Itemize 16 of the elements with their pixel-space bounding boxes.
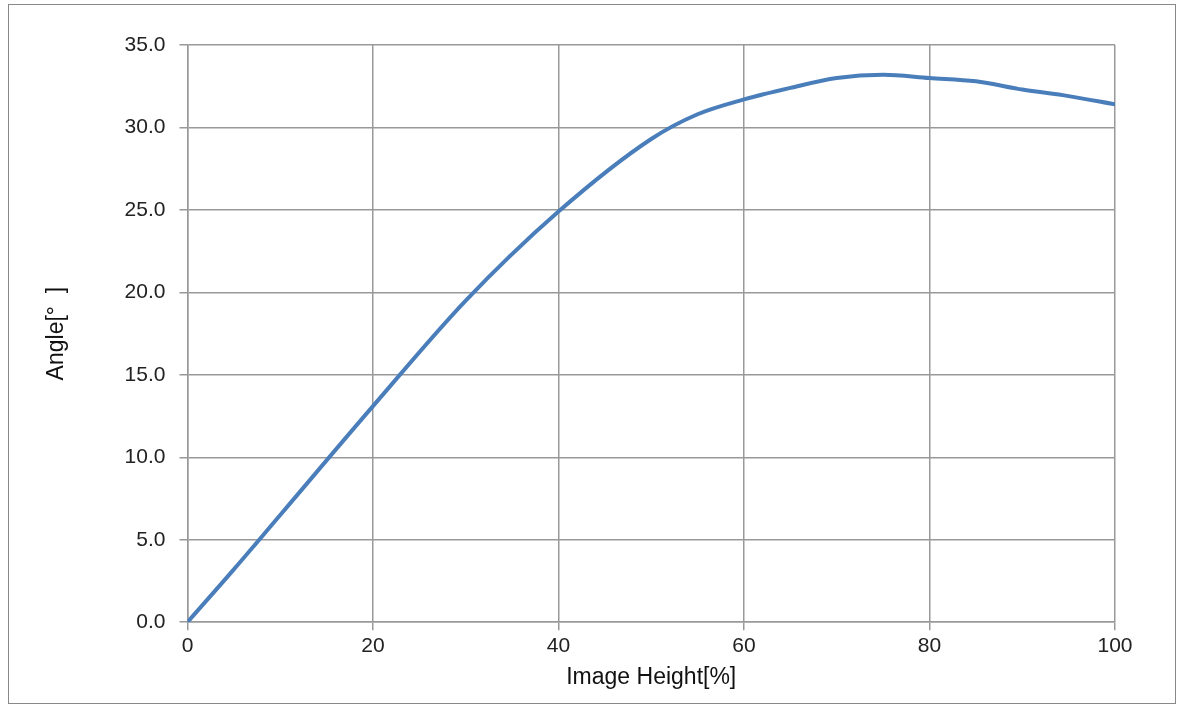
y-tick-label: 35.0 xyxy=(124,31,166,55)
y-axis-title: Angle[° ] xyxy=(42,286,69,381)
x-tick-label: 100 xyxy=(1097,632,1133,656)
x-tick-label: 20 xyxy=(361,632,385,656)
y-tick-label: 20.0 xyxy=(124,279,166,303)
y-tick-label: 0.0 xyxy=(136,609,166,632)
x-axis-title: Image Height[%] xyxy=(566,662,737,689)
y-tick-label: 15.0 xyxy=(124,361,166,385)
x-tick-label: 60 xyxy=(732,632,756,656)
x-tick-label: 80 xyxy=(917,632,942,656)
y-tick-label: 30.0 xyxy=(124,114,166,138)
x-tick-label: 40 xyxy=(546,632,571,656)
y-tick-label: 10.0 xyxy=(124,444,166,468)
x-tick-label: 0 xyxy=(181,632,194,656)
y-tick-label: 5.0 xyxy=(136,526,166,550)
y-tick-label: 25.0 xyxy=(124,196,166,220)
